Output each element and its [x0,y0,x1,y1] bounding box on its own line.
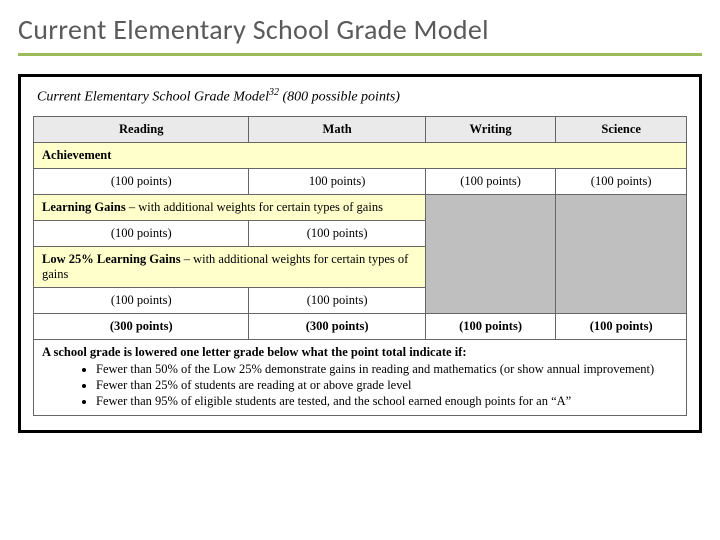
section-label: Learning Gains [42,200,126,214]
section-label: Low 25% Learning Gains [42,252,181,266]
section-label: Achievement [42,148,111,162]
footer-bullets: Fewer than 50% of the Low 25% demonstrat… [42,362,678,409]
pts-cell: 100 points) [249,168,425,194]
pts-cell: (100 points) [249,220,425,246]
slide: Current Elementary School Grade Model Cu… [0,0,720,540]
achievement-points-row: (100 points) 100 points) (100 points) (1… [34,168,687,194]
col-math: Math [249,116,425,142]
footer-row: A school grade is lowered one letter gra… [34,339,687,415]
col-science: Science [556,116,687,142]
col-writing: Writing [425,116,556,142]
section-note: – with additional weights for certain ty… [126,200,383,214]
table-header-row: Reading Math Writing Science [34,116,687,142]
caption-prefix: Current Elementary School Grade Model [37,90,269,105]
pts-cell: (100 points) [425,168,556,194]
page-title: Current Elementary School Grade Model [18,12,702,47]
footer-heading: A school grade is lowered one letter gra… [42,345,678,360]
pts-cell: (100 points) [34,287,249,313]
panel-caption: Current Elementary School Grade Model32 … [37,87,687,106]
section-achievement: Achievement [34,142,687,168]
section-learning-gains: Learning Gains – with additional weights… [34,194,687,220]
footer-bullet: Fewer than 25% of students are reading a… [96,378,678,393]
pts-cell: (100 points) [34,168,249,194]
total-cell: (100 points) [556,313,687,339]
total-cell: (300 points) [249,313,425,339]
pts-cell: (100 points) [249,287,425,313]
col-reading: Reading [34,116,249,142]
footer-bullet: Fewer than 95% of eligible students are … [96,394,678,409]
pts-cell: (100 points) [556,168,687,194]
totals-row: (300 points) (300 points) (100 points) (… [34,313,687,339]
caption-sup: 32 [269,87,279,98]
caption-suffix: (800 possible points) [279,90,400,105]
pts-cell: (100 points) [34,220,249,246]
footer-bullet: Fewer than 50% of the Low 25% demonstrat… [96,362,678,377]
model-panel: Current Elementary School Grade Model32 … [18,74,702,433]
shaded-cell-writing [425,194,556,313]
shaded-cell-science [556,194,687,313]
total-cell: (100 points) [425,313,556,339]
total-cell: (300 points) [34,313,249,339]
grade-model-table: Reading Math Writing Science Achievement… [33,116,687,416]
title-rule [18,53,702,56]
